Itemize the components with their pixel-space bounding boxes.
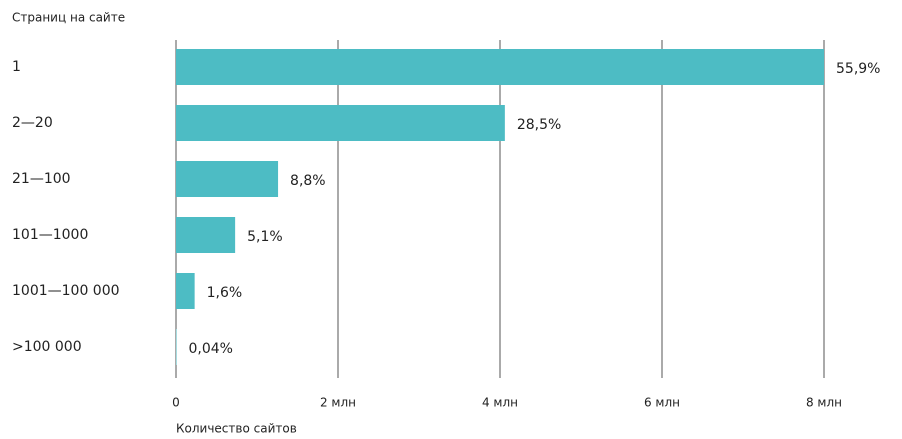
y-tick-label: 2—20 — [12, 115, 53, 131]
x-tick-label: 0 — [172, 396, 180, 410]
data-label: 55,9% — [836, 61, 880, 77]
bar — [176, 161, 279, 197]
x-tick-label: 6 млн — [644, 396, 680, 410]
data-label: 5,1% — [247, 229, 283, 245]
bar — [176, 273, 195, 309]
data-label: 0,04% — [188, 341, 232, 357]
bar — [176, 49, 824, 85]
y-tick-label: 1 — [12, 59, 21, 75]
x-tick-label: 2 млн — [320, 396, 356, 410]
y-tick-label: 101—1000 — [12, 227, 88, 243]
bar — [176, 105, 505, 141]
y-tick-label: 1001—100 000 — [12, 283, 120, 299]
x-tick-label: 4 млн — [482, 396, 518, 410]
x-axis-title: Количество сайтов — [176, 422, 297, 436]
y-tick-label: >100 000 — [12, 339, 82, 355]
x-tick-label: 8 млн — [806, 396, 842, 410]
data-label: 8,8% — [290, 173, 326, 189]
data-label: 1,6% — [207, 285, 243, 301]
bar — [176, 217, 236, 253]
y-axis-title: Страниц на сайте — [12, 11, 125, 25]
y-tick-label: 21—100 — [12, 171, 71, 187]
data-label: 28,5% — [517, 117, 561, 133]
